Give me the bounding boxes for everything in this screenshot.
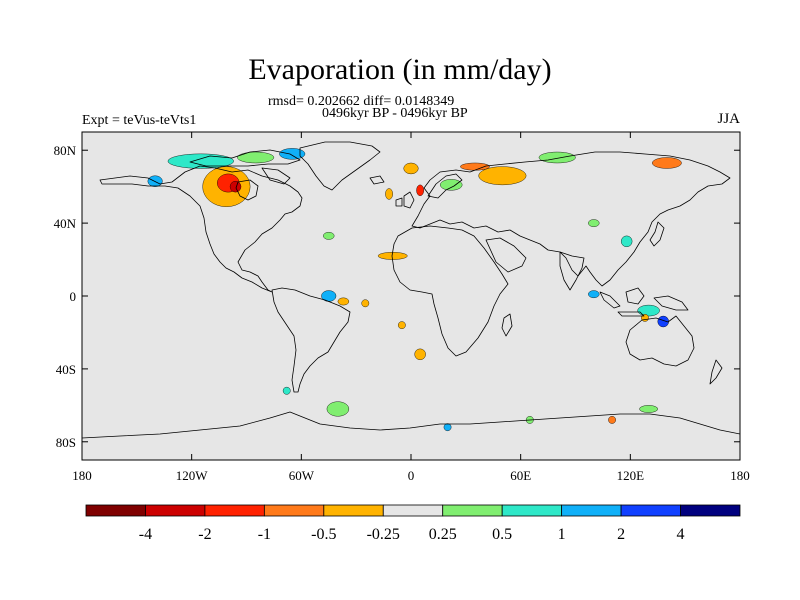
y-tick-label: 40S [56, 362, 76, 377]
anomaly-patch [282, 386, 291, 395]
anomaly-patch [652, 157, 682, 169]
coastline-new-guinea [653, 295, 689, 311]
anomaly-patch [620, 235, 633, 248]
colorbar-label: -1 [258, 526, 271, 543]
anomaly-patch [608, 416, 616, 424]
colorbar-swatch [620, 504, 681, 517]
anomaly-patch [443, 423, 452, 432]
coastline-japan [649, 221, 665, 247]
season-label: JJA [717, 111, 740, 127]
stats-line: rmsd= 0.202662 diff= 0.0148349 [268, 94, 455, 109]
coastline-australia [625, 315, 695, 367]
coastline-scandinavia [427, 173, 463, 199]
x-tick-label: 60W [289, 468, 315, 483]
x-tick-label: 120W [176, 468, 209, 483]
anomaly-patch [323, 232, 335, 240]
anomaly-patch [326, 401, 350, 417]
coastline-greenland [299, 141, 381, 191]
colorbar-swatch [263, 504, 325, 517]
anomaly-patch [229, 180, 242, 193]
x-tick-label: 180 [72, 468, 92, 483]
colorbar-swatch [561, 504, 622, 517]
x-tick-label: 0 [408, 468, 415, 483]
coastline-antarctica [82, 411, 740, 439]
colorbar-label: -0.25 [367, 526, 400, 543]
anomaly-patch [398, 321, 406, 330]
coastline-arabia [485, 237, 527, 273]
y-tick-label: 40N [54, 216, 77, 231]
anomaly-patch [403, 162, 419, 175]
coastline-india [559, 251, 585, 291]
anomaly-patch [440, 179, 463, 191]
colorbar-swatch [680, 504, 741, 517]
coastline-sumatra [599, 291, 621, 309]
anomaly-patch [588, 219, 600, 227]
y-tick-label: 0 [70, 289, 77, 304]
coastline-britain [403, 191, 415, 209]
coastline-north-america [99, 165, 303, 293]
y-tick-label: 80N [54, 143, 77, 158]
colorbar-swatch [323, 504, 384, 517]
anomaly-patch [588, 290, 600, 299]
colorbar: -4 -2 -1 -0.5 -0.25 0.25 0.5 1 2 4 [85, 504, 741, 543]
colorbar-label: -0.5 [311, 526, 336, 543]
colorbar-swatch [501, 504, 563, 517]
map-background [82, 132, 740, 460]
colorbar-label: 0.25 [429, 526, 457, 543]
coastline-south-america [271, 287, 351, 393]
colorbar-swatch [442, 504, 503, 517]
x-tick-label: 180 [730, 468, 750, 483]
experiment-label: Expt = teVus-teVts1 [82, 113, 197, 128]
anomaly-patch [167, 153, 234, 169]
anomaly-patch [279, 148, 306, 160]
anomaly-patch [478, 166, 527, 186]
colorbar-label: 1 [558, 526, 566, 543]
coastline-iceland [369, 175, 385, 185]
anomaly-patch [637, 304, 660, 317]
colorbar-swatch [204, 504, 265, 517]
coastline-baffin-island [261, 167, 291, 185]
coastline-borneo [625, 287, 645, 305]
colorbar-swatch [145, 504, 206, 517]
colorbar-swatch [382, 504, 444, 517]
colorbar-label: 0.5 [492, 526, 512, 543]
map-title: Evaporation (in mm/day) [248, 53, 552, 86]
colorbar-label: -4 [139, 526, 152, 543]
anomaly-patch [416, 184, 424, 196]
x-tick-label: 120E [617, 468, 645, 483]
coastline-hudson-bay [235, 179, 259, 201]
colorbar-label: 4 [677, 526, 685, 543]
x-axis: 180 120W 60W 0 60E 120E 180 [72, 132, 750, 483]
anomaly-patch [639, 405, 658, 413]
anomaly-patch [641, 314, 649, 322]
coastline-java [617, 311, 645, 317]
y-tick-label: 80S [56, 435, 76, 450]
coastline-madagascar [501, 313, 513, 337]
anomaly-patch [538, 151, 576, 164]
anomaly-patch [237, 151, 275, 164]
anomaly-layer [147, 148, 682, 432]
anomaly-patch [337, 297, 350, 306]
anomaly-patch [361, 299, 370, 308]
coastline-new-zealand [709, 359, 723, 385]
colorbar-label: -2 [198, 526, 211, 543]
coastlines [82, 141, 740, 439]
colorbar-label: 2 [617, 526, 625, 543]
period-line: 0496kyr BP - 0496kyr BP [322, 106, 468, 121]
coastline-ireland [395, 197, 403, 207]
coastline-eurasia [411, 151, 731, 287]
x-tick-label: 60E [510, 468, 531, 483]
colorbar-swatch [85, 504, 146, 517]
anomaly-patch [414, 348, 426, 360]
y-axis: 80N 40N 0 40S 80S [54, 143, 740, 450]
coastline-africa [391, 225, 509, 357]
coastline-arctic-islands [189, 149, 301, 167]
anomaly-patch [385, 188, 393, 200]
